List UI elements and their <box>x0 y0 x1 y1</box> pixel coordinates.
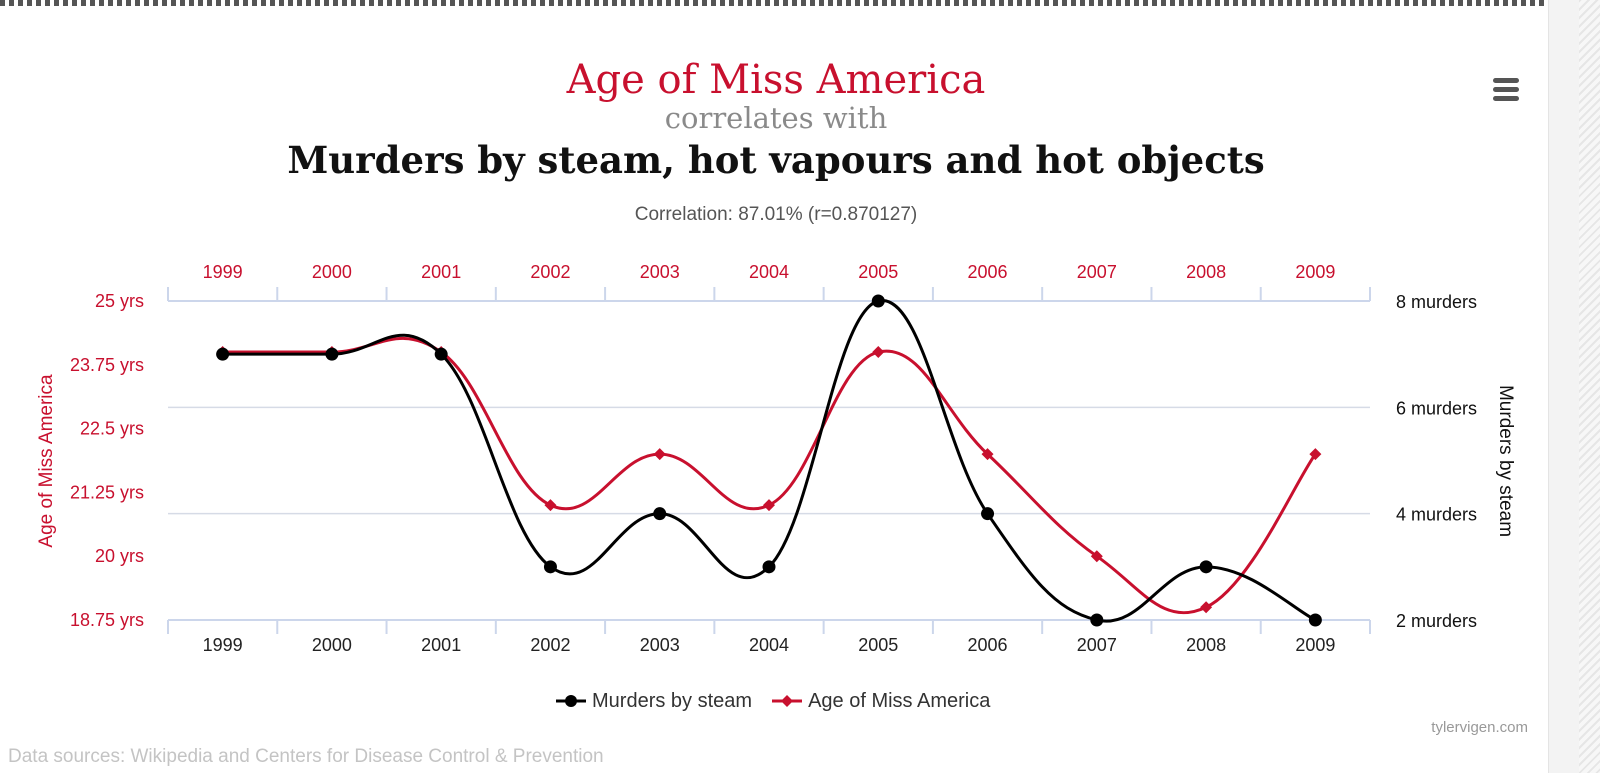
bottom-year-label: 2003 <box>640 635 680 655</box>
bottom-year-label: 2004 <box>749 635 789 655</box>
top-year-label: 2009 <box>1295 262 1335 282</box>
chart-legend: Murders by steam Age of Miss America <box>556 686 1010 716</box>
top-dashed-border <box>0 0 1545 6</box>
left-axis-tick-label: 21.25 yrs <box>70 482 144 502</box>
left-axis-title: Age of Miss America <box>36 374 57 548</box>
murders-data-point <box>216 347 230 361</box>
left-axis-tick-label: 18.75 yrs <box>70 610 144 630</box>
bottom-year-label: 2006 <box>968 635 1008 655</box>
left-axis-tick-label: 25 yrs <box>95 291 144 311</box>
line-chart: 1999 2000 2001 2002 2003 2004 2005 2006 2007 2008… <box>36 262 1516 655</box>
age-data-point <box>763 499 775 512</box>
murders-data-point <box>325 347 339 361</box>
age-data-point <box>1309 448 1322 461</box>
top-year-label: 2002 <box>530 262 570 282</box>
chart-title-connector: correlates with <box>664 101 888 135</box>
bottom-year-label: 1999 <box>203 635 243 655</box>
credit-link[interactable]: tylervigen.com <box>1431 719 1528 736</box>
murders-data-point <box>1308 613 1322 627</box>
correlation-subtitle: Correlation: 87.01% (r=0.870127) <box>634 204 918 225</box>
legend-item-age[interactable]: Age of Miss America <box>772 690 990 713</box>
chart-title-secondary: Murders by steam, hot vapours and hot ob… <box>287 138 1265 182</box>
top-year-label: 2000 <box>312 262 352 282</box>
bottom-year-label: 2007 <box>1077 635 1117 655</box>
murders-data-point <box>1199 560 1213 574</box>
top-year-label: 2005 <box>858 262 898 282</box>
top-year-label: 2001 <box>421 262 461 282</box>
legend-diamond-marker-icon <box>772 695 803 707</box>
age-data-point <box>544 499 557 512</box>
left-axis-tick-label: 20 yrs <box>95 546 144 566</box>
bottom-year-label: 2000 <box>312 635 352 655</box>
right-axis-tick-label: 4 murders <box>1396 505 1477 525</box>
legend-label-murders: Murders by steam <box>592 689 753 712</box>
murders-data-point <box>981 507 995 521</box>
bottom-year-label: 2008 <box>1186 635 1226 655</box>
age-data-point <box>1200 601 1213 614</box>
right-axis-title: Murders by steam <box>1495 385 1516 537</box>
top-year-label: 2007 <box>1077 262 1117 282</box>
right-axis-tick-label: 6 murders <box>1396 398 1477 418</box>
right-axis-tick-label: 8 murders <box>1396 292 1477 312</box>
data-sources-note: Data sources: Wikipedia and Centers for … <box>8 746 604 767</box>
murders-data-point <box>1090 613 1104 627</box>
menu-bar <box>1493 78 1519 83</box>
legend-label-age: Age of Miss America <box>808 689 991 712</box>
top-year-label: 2006 <box>968 262 1008 282</box>
bottom-year-label: 2009 <box>1295 635 1335 655</box>
hamburger-menu-icon[interactable] <box>1491 76 1521 104</box>
bottom-year-label: 2005 <box>858 635 898 655</box>
murders-data-point <box>871 294 885 308</box>
scrollbar-pattern <box>1579 0 1600 773</box>
top-year-label: 2004 <box>749 262 789 282</box>
legend-item-murders[interactable]: Murders by steam <box>556 690 752 713</box>
age-data-point <box>981 448 994 461</box>
left-axis-tick-label: 22.5 yrs <box>80 419 144 439</box>
bottom-year-label: 2001 <box>421 635 461 655</box>
bottom-year-label: 2002 <box>530 635 570 655</box>
left-axis-tick-label: 23.75 yrs <box>70 355 144 375</box>
murders-data-point <box>543 560 557 574</box>
top-year-label: 1999 <box>203 262 243 282</box>
age-data-point <box>1090 550 1103 563</box>
age-data-point <box>653 448 666 461</box>
top-year-label: 2008 <box>1186 262 1226 282</box>
menu-bar <box>1493 96 1519 101</box>
top-year-label: 2003 <box>640 262 680 282</box>
murders-data-point <box>653 507 667 521</box>
age-data-point <box>872 346 885 359</box>
right-axis-tick-label: 2 murders <box>1396 611 1477 631</box>
scrollbar-track[interactable] <box>1548 0 1600 773</box>
menu-bar <box>1493 87 1519 92</box>
chart-title-primary: Age of Miss America <box>566 57 986 103</box>
legend-circle-marker-icon <box>556 695 586 707</box>
murders-data-point <box>762 560 776 574</box>
murders-data-point <box>434 347 448 361</box>
